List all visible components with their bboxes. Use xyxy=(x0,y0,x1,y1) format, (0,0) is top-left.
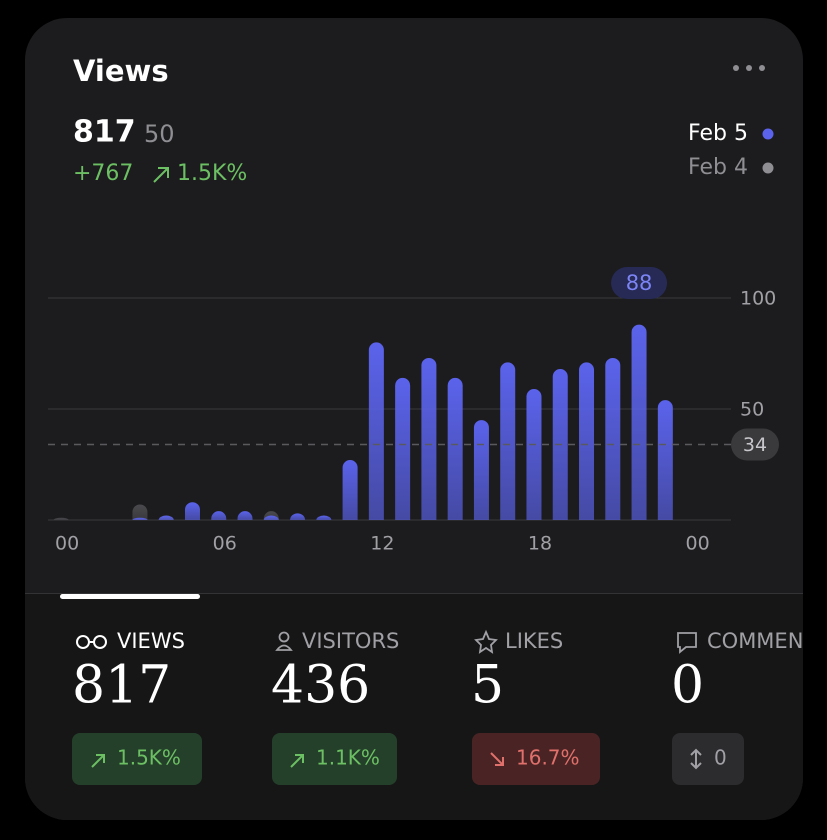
bar xyxy=(211,511,227,520)
bar xyxy=(657,400,673,520)
bar xyxy=(158,515,174,520)
badge xyxy=(472,733,600,785)
x-tick-label: 06 xyxy=(213,533,237,555)
more-menu[interactable] xyxy=(733,65,765,71)
badge xyxy=(72,733,202,785)
bar xyxy=(500,362,516,520)
bar xyxy=(316,515,332,520)
x-tick-label: 00 xyxy=(55,533,79,555)
up-arrow-icon xyxy=(91,754,105,768)
stat-value: 817 xyxy=(72,656,171,716)
bar xyxy=(53,517,69,520)
comment-icon xyxy=(677,632,697,654)
stat-label: VISITORS xyxy=(302,629,399,653)
legend-dot xyxy=(762,162,774,174)
bar xyxy=(447,377,463,520)
down-arrow-icon xyxy=(490,752,504,766)
bar xyxy=(132,504,148,520)
total: 817 xyxy=(73,115,136,150)
bar xyxy=(290,513,306,520)
stat-value: 436 xyxy=(271,656,370,716)
x-tick-label: 00 xyxy=(686,533,710,555)
change: +767 xyxy=(73,161,133,186)
updown-arrow-icon xyxy=(690,748,702,770)
badge-text: 0 xyxy=(714,746,727,770)
bar xyxy=(263,515,279,520)
bar xyxy=(526,389,542,520)
legend-dot xyxy=(762,128,774,140)
up-arrow-icon xyxy=(153,167,169,183)
bar xyxy=(605,357,621,520)
x-tick-label: 18 xyxy=(528,533,552,555)
stat-comments[interactable]: COMMENTS 0 0 xyxy=(671,629,827,785)
bar xyxy=(473,420,489,520)
badge xyxy=(672,733,744,785)
stat-label: LIKES xyxy=(505,629,563,653)
card-title: Views xyxy=(73,54,169,88)
bar xyxy=(368,342,384,520)
stat-likes[interactable]: LIKES 5 16.7% xyxy=(471,629,600,785)
reference-label: 34 xyxy=(743,434,767,456)
bar xyxy=(184,502,200,520)
reference-pill xyxy=(731,428,779,461)
bar xyxy=(237,511,253,520)
stat-visitors[interactable]: VISITORS 436 1.1K% xyxy=(271,629,399,785)
legend-label: Feb 4 xyxy=(688,155,748,180)
bar xyxy=(132,517,148,520)
stat-label: VIEWS xyxy=(117,629,185,653)
bar xyxy=(421,357,437,520)
bar xyxy=(395,377,411,520)
bar xyxy=(342,460,358,520)
stat-value: 0 xyxy=(671,656,704,716)
star-icon xyxy=(474,629,498,654)
stat-views[interactable]: VIEWS 817 1.5K% xyxy=(72,629,202,785)
chart: 50 100 00 06 12 18 00 34 88 Feb 5 Feb 4 xyxy=(48,121,779,555)
tab-indicator[interactable] xyxy=(60,594,200,599)
badge-text: 16.7% xyxy=(516,746,580,770)
stat-value: 5 xyxy=(471,656,504,716)
annotation-pill xyxy=(611,267,668,299)
y-tick-label: 50 xyxy=(740,399,764,421)
annotation-label: 88 xyxy=(626,271,653,295)
up-arrow-icon xyxy=(290,754,304,768)
x-tick-label: 12 xyxy=(370,533,394,555)
legend-label: Feb 5 xyxy=(688,121,748,146)
previous-total: 50 xyxy=(144,120,175,148)
person-icon xyxy=(275,631,293,651)
stat-label: COMMENTS xyxy=(707,629,827,653)
bar xyxy=(631,324,647,520)
y-tick-label: 100 xyxy=(740,288,776,310)
bar xyxy=(579,362,595,520)
change-pct: 1.5K% xyxy=(177,161,247,186)
badge-text: 1.1K% xyxy=(316,746,380,770)
badge xyxy=(272,733,397,785)
glasses-icon xyxy=(76,635,107,649)
badge-text: 1.5K% xyxy=(117,746,181,770)
